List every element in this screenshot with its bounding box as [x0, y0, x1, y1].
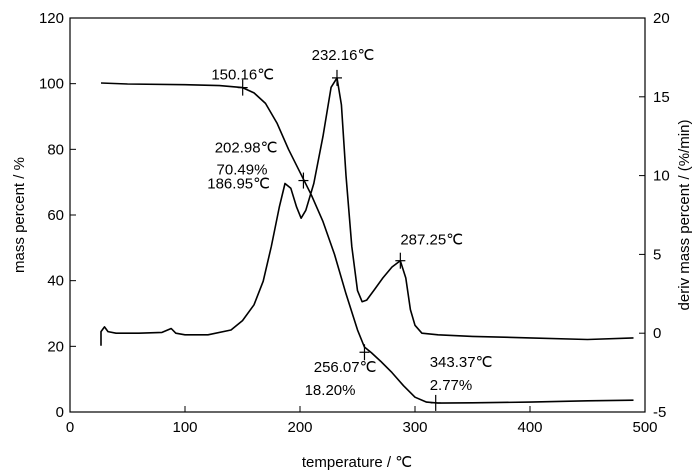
x-axis-title: temperature / ℃ [302, 454, 412, 471]
axis-ticks: 0 100 200 300 400 500 0 20 40 60 80 100 120 -5 0 5 10 15 2… [39, 10, 670, 436]
annotations-group: 150.16℃ 232.16℃ 202.98℃ 70.49%186.95℃ 287.25… [207, 47, 492, 411]
plot-frame [69, 17, 646, 413]
y-right-tick-label: 0 [653, 325, 661, 342]
annotation-label: 70.49% [217, 162, 268, 179]
x-tick-label: 400 [517, 419, 542, 436]
x-tick-label: 200 [287, 419, 312, 436]
y-left-tick-label: 120 [39, 10, 64, 27]
annotation-label: 232.16℃ [312, 47, 375, 64]
y-left-tick-label: 60 [47, 207, 64, 224]
mass-percent-curve [100, 82, 634, 404]
annotation-label: 343.37℃ [430, 354, 493, 371]
annotation-label: 202.98℃ [215, 140, 278, 157]
y-left-tick-label: 80 [47, 141, 64, 158]
annotation-label: 150.16℃ [211, 67, 274, 84]
y-right-tick-label: 5 [653, 246, 661, 263]
y-left-tick-label: 20 [47, 338, 64, 355]
series-group [100, 77, 634, 404]
y-right-tick-label: -5 [653, 404, 666, 421]
annotation-label: 2.77% [430, 377, 473, 394]
annotation-label: 287.25℃ [400, 232, 463, 249]
y-left-tick-label: 100 [39, 76, 64, 93]
x-tick-label: 300 [402, 419, 427, 436]
annotation-label: 186.95℃ [207, 175, 270, 192]
y-left-tick-label: 40 [47, 273, 64, 290]
y-right-tick-label: 10 [653, 168, 670, 185]
x-tick-label: 100 [172, 419, 197, 436]
y-axis-left-title: mass percent / % [11, 157, 28, 273]
y-left-tick-label: 0 [56, 404, 64, 421]
y-right-tick-label: 20 [653, 10, 670, 27]
x-tick-label: 500 [632, 419, 657, 436]
x-tick-label: 0 [66, 419, 74, 436]
annotation-label: 256.07℃ [314, 359, 377, 376]
y-right-tick-label: 15 [653, 89, 670, 106]
deriv-mass-curve [100, 77, 634, 346]
y-axis-right-title: deriv mass percent / (%/min) [676, 120, 693, 311]
annotation-label: 18.20% [305, 382, 356, 399]
